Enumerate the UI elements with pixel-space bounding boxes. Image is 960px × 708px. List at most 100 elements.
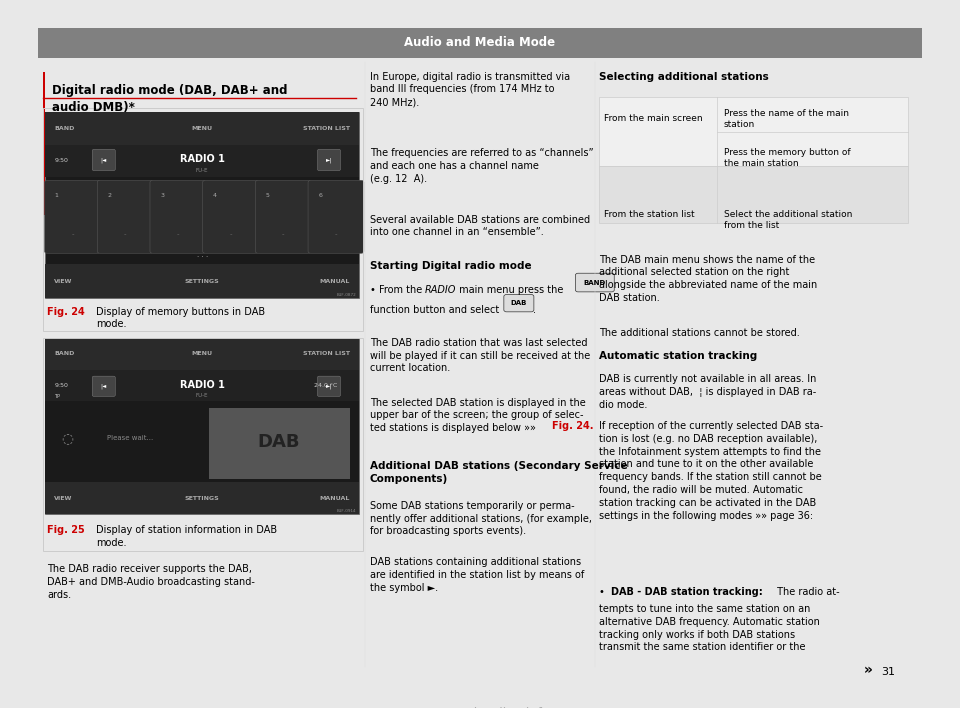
FancyBboxPatch shape <box>92 149 115 171</box>
FancyBboxPatch shape <box>575 273 614 292</box>
Text: Several available DAB stations are combined
into one channel in an “ensemble”.: Several available DAB stations are combi… <box>370 215 589 237</box>
Bar <box>599 166 908 223</box>
Text: In Europe, digital radio is transmitted via
band III frequencies (from 174 MHz t: In Europe, digital radio is transmitted … <box>370 72 569 107</box>
Text: 4: 4 <box>213 193 217 198</box>
Text: MENU: MENU <box>192 126 213 131</box>
Text: 31: 31 <box>881 667 895 677</box>
Text: •: • <box>599 588 609 598</box>
Text: Some DAB stations temporarily or perma-
nently offer additional stations, (for e: Some DAB stations temporarily or perma- … <box>370 501 591 537</box>
Text: The DAB radio receiver supports the DAB,
DAB+ and DMB-Audio broadcasting stand-
: The DAB radio receiver supports the DAB,… <box>47 564 255 600</box>
Text: VIEW: VIEW <box>55 278 73 284</box>
Bar <box>45 111 359 298</box>
Text: DAB is currently not available in all areas. In
areas without DAB,  ¦ is display: DAB is currently not available in all ar… <box>599 375 817 410</box>
Bar <box>45 370 359 401</box>
Text: 5: 5 <box>266 193 270 198</box>
Text: -: - <box>335 232 337 237</box>
Text: B1F-0872: B1F-0872 <box>337 292 356 297</box>
Bar <box>38 28 922 58</box>
Text: FU-E: FU-E <box>196 393 208 398</box>
FancyBboxPatch shape <box>318 149 341 171</box>
Text: Starting Digital radio mode: Starting Digital radio mode <box>370 261 531 271</box>
Bar <box>45 482 359 514</box>
Text: 24.0 °C: 24.0 °C <box>314 383 337 388</box>
Text: The frequencies are referred to as “channels”
and each one has a channel name
(e: The frequencies are referred to as “chan… <box>370 148 593 183</box>
Text: |◄: |◄ <box>101 384 107 389</box>
Text: DAB: DAB <box>511 300 527 306</box>
Text: Display of memory buttons in DAB
mode.: Display of memory buttons in DAB mode. <box>96 307 265 329</box>
Bar <box>45 112 359 145</box>
Text: BAND: BAND <box>55 126 75 131</box>
Text: VIEW: VIEW <box>55 496 73 501</box>
Bar <box>45 338 359 370</box>
FancyBboxPatch shape <box>308 181 364 253</box>
Text: FU-E: FU-E <box>196 168 208 173</box>
Text: 9:50: 9:50 <box>55 159 68 164</box>
Text: RADIO 1: RADIO 1 <box>180 379 225 389</box>
Bar <box>45 264 359 298</box>
Text: -: - <box>229 232 231 237</box>
Text: Select the additional station
from the list: Select the additional station from the l… <box>724 210 852 230</box>
Text: Digital radio mode (DAB, DAB+ and
audio DMB)*: Digital radio mode (DAB, DAB+ and audio … <box>52 84 287 113</box>
Text: Display of station information in DAB
mode.: Display of station information in DAB mo… <box>96 525 276 548</box>
Text: main menu press the: main menu press the <box>456 285 564 295</box>
Text: If reception of the currently selected DAB sta-
tion is lost (e.g. no DAB recept: If reception of the currently selected D… <box>599 421 824 520</box>
Text: Audio and Media Mode: Audio and Media Mode <box>404 36 556 50</box>
Bar <box>599 97 908 166</box>
FancyBboxPatch shape <box>208 409 349 479</box>
FancyBboxPatch shape <box>44 181 101 253</box>
Bar <box>45 338 359 514</box>
Text: 1: 1 <box>55 193 59 198</box>
Text: ►|: ►| <box>325 384 332 389</box>
Text: tempts to tune into the same station on an
alternative DAB frequency. Automatic : tempts to tune into the same station on … <box>599 604 820 652</box>
Text: Automatic station tracking: Automatic station tracking <box>599 351 757 361</box>
Text: 6: 6 <box>319 193 323 198</box>
FancyBboxPatch shape <box>92 376 115 396</box>
Text: TP: TP <box>55 394 60 399</box>
Text: Fig. 25: Fig. 25 <box>47 525 85 535</box>
Text: SETTINGS: SETTINGS <box>185 278 220 284</box>
Bar <box>45 145 359 177</box>
FancyBboxPatch shape <box>504 295 534 312</box>
Text: MENU: MENU <box>192 351 213 356</box>
Text: From the station list: From the station list <box>604 210 694 219</box>
Text: DAB - DAB station tracking:: DAB - DAB station tracking: <box>611 588 762 598</box>
Text: The additional stations cannot be stored.: The additional stations cannot be stored… <box>599 328 800 338</box>
Text: MANUAL: MANUAL <box>320 496 350 501</box>
Text: Additional DAB stations (Secondary Service
Components): Additional DAB stations (Secondary Servi… <box>370 461 627 484</box>
Bar <box>43 72 45 215</box>
Text: BAND: BAND <box>55 351 75 356</box>
FancyBboxPatch shape <box>255 181 311 253</box>
Text: STATION LIST: STATION LIST <box>303 126 350 131</box>
Text: B1F-0914: B1F-0914 <box>337 509 356 513</box>
Text: DAB stations containing additional stations
are identified in the station list b: DAB stations containing additional stati… <box>370 557 584 593</box>
Text: Fig. 24: Fig. 24 <box>47 307 85 316</box>
Text: MANUAL: MANUAL <box>320 278 350 284</box>
Text: DAB: DAB <box>258 433 300 451</box>
Text: Press the name of the main
station: Press the name of the main station <box>724 109 849 129</box>
Text: -: - <box>71 232 74 237</box>
Text: -: - <box>124 232 127 237</box>
Text: function button and select: function button and select <box>370 304 499 314</box>
Text: • From the: • From the <box>370 285 425 295</box>
Text: SETTINGS: SETTINGS <box>185 496 220 501</box>
Text: -: - <box>282 232 284 237</box>
Text: -: - <box>177 232 180 237</box>
Text: The DAB main menu shows the name of the
additional selected station on the right: The DAB main menu shows the name of the … <box>599 255 818 303</box>
Text: The selected DAB station is displayed in the
upper bar of the screen; the group : The selected DAB station is displayed in… <box>370 398 586 433</box>
Text: 9:50: 9:50 <box>55 383 68 388</box>
Text: »: » <box>864 663 873 677</box>
Text: STATION LIST: STATION LIST <box>303 351 350 356</box>
FancyBboxPatch shape <box>318 376 341 396</box>
Text: RADIO: RADIO <box>424 285 456 295</box>
FancyBboxPatch shape <box>97 181 153 253</box>
FancyBboxPatch shape <box>150 181 205 253</box>
Text: The radio at-: The radio at- <box>774 588 840 598</box>
FancyBboxPatch shape <box>203 181 258 253</box>
Bar <box>45 401 359 482</box>
Text: From the main screen: From the main screen <box>604 113 703 122</box>
Text: 2: 2 <box>108 193 111 198</box>
Text: · · ·: · · · <box>197 254 208 260</box>
Text: ◌: ◌ <box>61 431 74 445</box>
Text: Press the memory button of
the main station: Press the memory button of the main stat… <box>724 148 851 169</box>
Text: |◄: |◄ <box>101 157 107 163</box>
